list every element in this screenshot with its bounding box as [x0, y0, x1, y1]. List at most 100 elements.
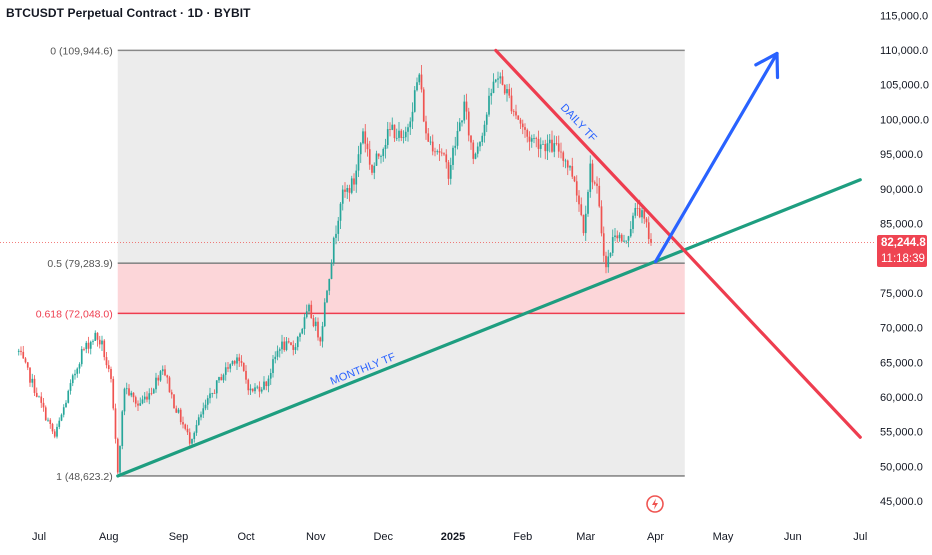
x-tick-label: Apr	[647, 531, 664, 543]
candle-body	[51, 423, 54, 432]
candle-body	[209, 393, 211, 399]
candle-body	[427, 133, 430, 142]
candle-body	[303, 317, 306, 329]
candle-body	[560, 151, 562, 153]
candle-body	[87, 342, 90, 349]
candle-body	[488, 95, 490, 115]
candle-body	[537, 138, 540, 149]
candle-body	[251, 388, 254, 392]
alert-bolt-icon[interactable]	[646, 495, 664, 513]
x-tick-label: 2025	[441, 531, 465, 543]
current-price-label: 82,244.8	[881, 237, 926, 249]
candle-body	[515, 111, 517, 116]
candle-body	[285, 341, 288, 350]
candle-body	[573, 176, 576, 182]
y-tick-label: 70,000.0	[880, 323, 923, 335]
candle-body	[575, 181, 578, 196]
candle-body	[206, 398, 209, 405]
candle-body	[305, 311, 308, 318]
candle-body	[353, 178, 355, 185]
candle-body	[555, 143, 558, 144]
candle-body	[292, 345, 295, 350]
candle-body	[420, 74, 423, 90]
candle-body	[373, 165, 376, 173]
candle-body	[53, 431, 56, 437]
candle-body	[429, 141, 432, 143]
candle-body	[398, 130, 400, 138]
candle-body	[260, 389, 263, 392]
candle-body	[458, 122, 461, 131]
candle-body	[479, 142, 481, 147]
candle-body	[272, 359, 274, 374]
candle-body	[141, 399, 144, 404]
candle-body	[312, 318, 315, 327]
candle-body	[213, 393, 216, 394]
x-tick-label: Sep	[169, 531, 189, 543]
candle-body	[562, 152, 565, 161]
candle-body	[256, 386, 259, 388]
candle-body	[346, 188, 349, 192]
candle-body	[193, 432, 196, 440]
candle-body	[510, 95, 513, 112]
candle-body	[476, 146, 479, 154]
candle-body	[519, 119, 522, 124]
candle-body	[56, 426, 58, 437]
candle-body	[33, 378, 36, 393]
candle-body	[17, 350, 20, 352]
candle-body	[130, 392, 133, 396]
candle-body	[436, 151, 439, 152]
candle-body	[283, 341, 286, 350]
candle-body	[521, 123, 524, 128]
candle-body	[503, 84, 506, 94]
candle-body	[578, 195, 580, 205]
candle-body	[35, 392, 38, 397]
candle-body	[121, 411, 124, 447]
y-tick-label: 110,000.0	[880, 45, 928, 57]
candle-countdown-label: 11:18:39	[881, 253, 925, 265]
candle-body	[623, 240, 625, 242]
candle-body	[636, 207, 639, 209]
candle-body	[242, 362, 245, 371]
candle-body	[627, 236, 630, 241]
candle-body	[618, 234, 621, 239]
candle-body	[544, 143, 547, 152]
candle-body	[229, 364, 232, 369]
fib-golden-zone	[117, 263, 685, 314]
candle-body	[94, 332, 97, 341]
candle-body	[310, 304, 313, 319]
candle-body	[247, 379, 250, 391]
y-tick-label: 55,000.0	[880, 427, 923, 439]
candle-body	[384, 144, 387, 150]
candle-body	[249, 388, 252, 391]
candle-body	[375, 153, 378, 166]
candle-body	[245, 370, 247, 380]
candle-body	[85, 342, 88, 350]
candle-body	[438, 151, 441, 153]
candle-body	[548, 139, 551, 144]
candle-body	[366, 143, 369, 150]
candle-body	[348, 188, 351, 193]
candle-body	[321, 326, 324, 342]
candle-body	[101, 340, 103, 345]
candle-body	[134, 397, 137, 404]
y-tick-label: 60,000.0	[880, 392, 923, 404]
candle-body	[263, 381, 265, 390]
candle-body	[463, 101, 466, 121]
fib-box-lower	[117, 313, 685, 476]
candle-body	[29, 367, 31, 383]
candle-body	[539, 144, 542, 149]
axis-layer: 115,000.0 110,000.0 105,000.0 100,000.0 95,0…	[32, 10, 929, 543]
candle-body	[616, 235, 619, 239]
candle-body	[69, 383, 72, 391]
candle-body	[638, 208, 641, 218]
y-tick-label: 45,000.0	[880, 496, 923, 508]
candle-body	[602, 233, 605, 256]
candle-body	[107, 365, 110, 370]
candle-body	[382, 149, 385, 157]
candle-body	[317, 321, 319, 338]
candle-body	[211, 393, 214, 394]
candle-body	[431, 141, 434, 152]
candle-body	[368, 149, 371, 165]
